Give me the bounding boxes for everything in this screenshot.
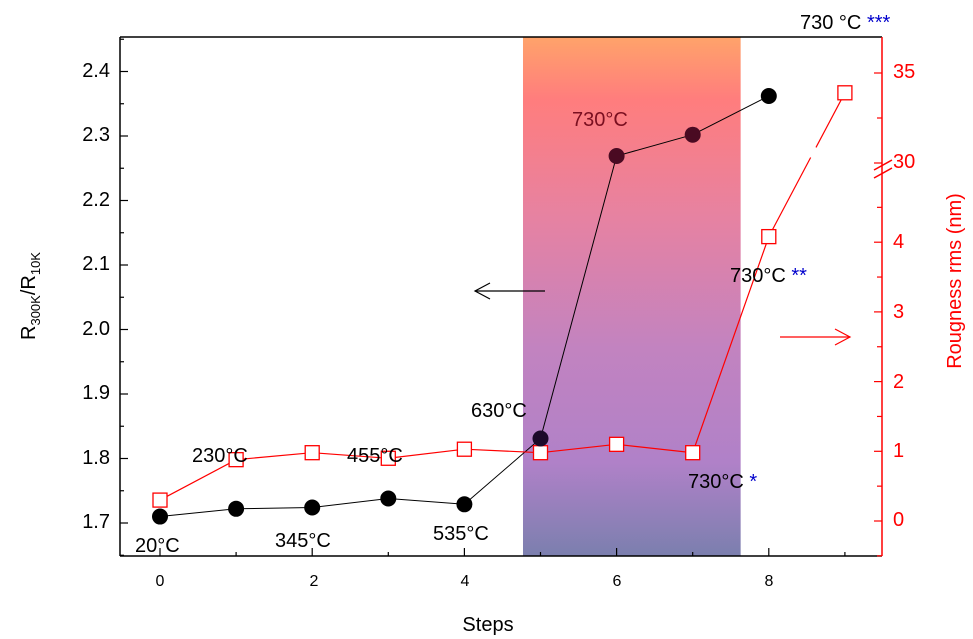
- y-tick-label: 2.2: [82, 189, 110, 211]
- roughness-point: [837, 85, 853, 101]
- axis-break-mark-1: [873, 159, 893, 171]
- x-tick-label: 6: [613, 573, 622, 590]
- resistance-ratio-point: [760, 88, 777, 105]
- annotation-630c: 630°C: [471, 400, 527, 422]
- x-tick-label: 8: [765, 573, 774, 590]
- y-tick-label: 1.9: [82, 382, 110, 404]
- x-axis-label: Steps: [462, 614, 513, 636]
- x-tick-label: 0: [156, 573, 165, 590]
- resistance-ratio-point: [304, 499, 321, 516]
- y2-tick-label: 1: [893, 440, 904, 462]
- roughness-point: [456, 441, 473, 457]
- resistance-ratio-point: [456, 496, 473, 513]
- y-tick-label: 1.8: [82, 447, 110, 469]
- y2-tick-label: 35: [893, 61, 915, 83]
- roughness-point: [685, 445, 701, 461]
- resistance-ratio-point: [380, 490, 397, 507]
- roughness-point: [761, 228, 777, 245]
- axis-break-mark-2: [873, 167, 893, 179]
- roughness-point: [532, 445, 549, 461]
- y-tick-label: 2.3: [82, 124, 110, 146]
- annotation-730c-three-star: 730 °C ***: [800, 12, 891, 34]
- resistance-ratio-point: [684, 126, 701, 143]
- resistance-ratio-point: [532, 430, 549, 447]
- y-tick-label: 2.1: [82, 253, 110, 275]
- right-axis-arrow: [780, 328, 852, 346]
- y-axis-label-left: R300K/R10K: [18, 252, 43, 340]
- roughness-point: [228, 452, 244, 468]
- annotation-730c-two-star: 730°C **: [730, 265, 807, 287]
- y-tick-label: 1.7: [82, 511, 110, 533]
- annotation-730c: 730°C: [572, 109, 628, 131]
- roughness-point: [304, 445, 320, 461]
- y2-tick-label: 0: [893, 509, 904, 531]
- heating-region-band: [522, 37, 741, 556]
- y-tick-label: 2.4: [82, 60, 110, 82]
- roughness-point: [152, 492, 168, 508]
- left-axis-arrow: [473, 282, 545, 300]
- annotation-345c: 345°C: [275, 530, 331, 552]
- y2-tick-label: 2: [893, 371, 904, 393]
- y2-tick-label: 3: [893, 301, 904, 323]
- y2-tick-label: 30: [893, 151, 915, 173]
- annotation-230c: 230°C: [192, 445, 248, 467]
- resistance-ratio-point: [152, 508, 168, 525]
- roughness-line-segment: [815, 92, 846, 148]
- annotation-535c: 535°C: [433, 523, 489, 545]
- resistance-ratio-point: [228, 500, 245, 517]
- annotation-20c: 20°C: [135, 535, 180, 557]
- y-tick-label: 2.0: [82, 318, 110, 340]
- roughness-point: [380, 450, 396, 466]
- x-tick-label: 4: [461, 573, 470, 590]
- resistance-ratio-point: [608, 147, 625, 164]
- roughness-point: [608, 436, 625, 452]
- annotation-455c: 455°C: [347, 445, 403, 467]
- annotation-730c-one-star: 730°C *: [688, 471, 757, 493]
- y2-tick-label: 4: [893, 231, 904, 253]
- y-axis-label-right: Rougness rms (nm): [944, 193, 966, 369]
- x-tick-label: 2: [310, 573, 319, 590]
- roughness-line-segment: [768, 157, 812, 237]
